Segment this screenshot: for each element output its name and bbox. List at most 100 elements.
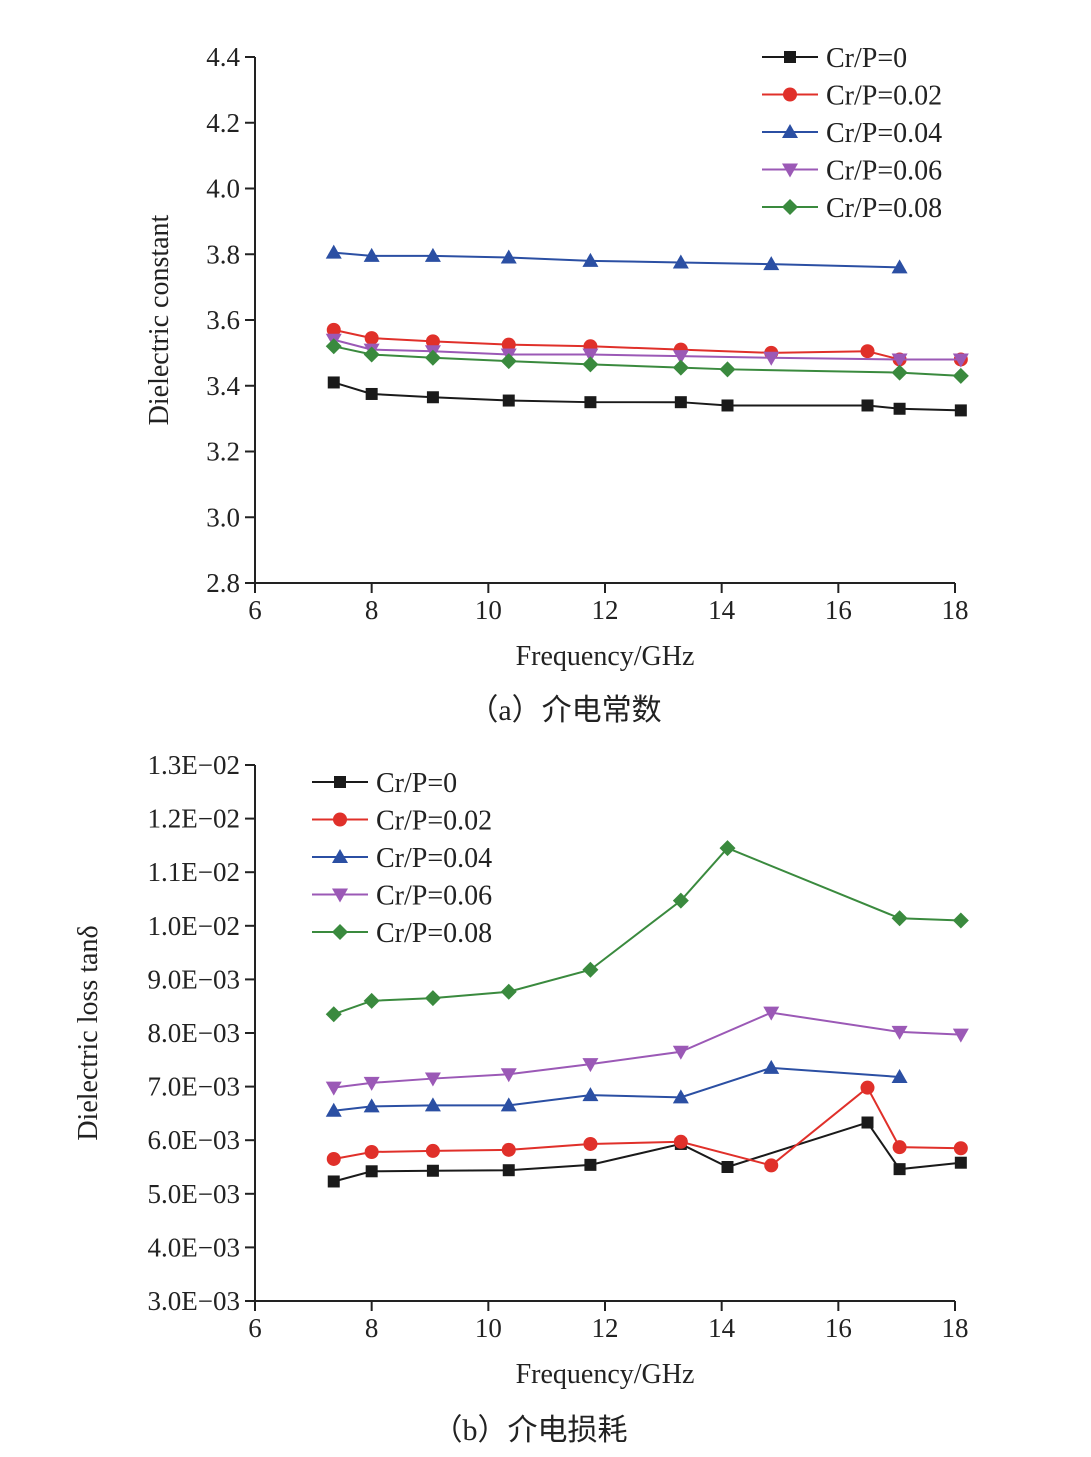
- chart-a: 2.8 3.0 3.2 3.4 3.6 3.8 4.0 4.2 4.4 6 8 10 12 14 16 18 F…: [144, 42, 969, 727]
- y-tick-label: 3.8: [206, 239, 240, 269]
- data-point: [500, 1068, 517, 1083]
- data-point: [500, 353, 517, 370]
- data-point: [426, 391, 439, 404]
- legend-item: Cr/P=0.08: [312, 918, 492, 949]
- series-line: [333, 1121, 961, 1183]
- data-point: [860, 344, 875, 359]
- x-tick-label: 16: [825, 595, 852, 625]
- data-point: [763, 351, 780, 366]
- x-tick-label: 18: [942, 595, 969, 625]
- x-tick-label: 8: [365, 595, 379, 625]
- y-tick-label: 3.6: [206, 305, 240, 335]
- data-point: [326, 322, 341, 337]
- y-tick-label: 4.0: [206, 174, 240, 204]
- data-point: [325, 1102, 342, 1117]
- data-point: [500, 1097, 517, 1112]
- legend-label: Cr/P=0: [826, 43, 907, 74]
- data-point: [674, 396, 687, 409]
- legend-item: Cr/P=0: [762, 43, 907, 74]
- data-point: [672, 892, 689, 909]
- data-point: [861, 1116, 874, 1129]
- x-tick-label: 14: [708, 595, 736, 625]
- y-tick-label: 2.8: [206, 568, 240, 598]
- legend-marker: [782, 124, 798, 138]
- y-tick-label: 4.2: [206, 108, 240, 138]
- data-point: [764, 1158, 779, 1173]
- x-tick-label: 6: [248, 595, 262, 625]
- legend-label: Cr/P=0.08: [826, 193, 942, 224]
- data-point: [860, 1080, 875, 1095]
- data-point: [326, 1151, 341, 1166]
- legend-label: Cr/P=0.02: [826, 81, 942, 112]
- data-point: [672, 1045, 689, 1060]
- data-point: [582, 348, 599, 363]
- data-point: [673, 1134, 688, 1149]
- y-tick-label: 6.0E−03: [148, 1125, 240, 1155]
- data-point: [582, 1058, 599, 1073]
- figure-caption: （b）介电损耗: [433, 1414, 628, 1447]
- legend-item: Cr/P=0.02: [312, 806, 492, 837]
- series-line: [333, 381, 961, 412]
- data-point: [719, 840, 736, 857]
- x-tick-label: 16: [825, 1313, 852, 1343]
- legend-label: Cr/P=0.04: [376, 843, 492, 874]
- data-point: [365, 387, 378, 400]
- data-point: [891, 1068, 908, 1083]
- legend-item: Cr/P=0.04: [762, 118, 942, 149]
- data-point: [424, 990, 441, 1007]
- data-point: [891, 259, 908, 274]
- x-axis-label: Frequency/GHz: [516, 1359, 695, 1390]
- data-point: [365, 1165, 378, 1178]
- data-point: [952, 367, 969, 384]
- legend-marker: [332, 888, 348, 903]
- data-point: [584, 396, 597, 409]
- data-point: [763, 256, 780, 271]
- data-point: [721, 399, 734, 412]
- series-Cr/P=0: [327, 376, 967, 417]
- series-line: [333, 1086, 961, 1167]
- legend-marker: [332, 924, 348, 940]
- series-Cr/P=0.08: [325, 338, 969, 384]
- series-line: [333, 1066, 900, 1112]
- data-point: [327, 376, 340, 389]
- y-tick-label: 5.0E−03: [148, 1179, 240, 1209]
- legend-item: Cr/P=0.06: [312, 881, 492, 912]
- legend-marker: [332, 849, 348, 863]
- y-tick-label: 8.0E−03: [148, 1018, 240, 1048]
- series-line: [333, 328, 961, 361]
- y-tick-label: 3.0: [206, 502, 240, 532]
- legend-item: Cr/P=0.04: [312, 843, 492, 874]
- series-Cr/P=0.04: [325, 1059, 908, 1117]
- data-point: [891, 910, 908, 927]
- legend-label: Cr/P=0.08: [376, 918, 492, 949]
- x-axis-label: Frequency/GHz: [516, 641, 695, 672]
- data-point: [363, 992, 380, 1009]
- data-point: [363, 1098, 380, 1113]
- legend: Cr/P=0 Cr/P=0.02 Cr/P=0.04 Cr/P=0.06 Cr/P=0.…: [312, 768, 492, 949]
- y-tick-label: 3.0E−03: [148, 1286, 240, 1316]
- series-Cr/P=0.08: [325, 840, 969, 1023]
- data-point: [583, 1136, 598, 1151]
- legend-label: Cr/P=0.06: [376, 881, 492, 912]
- legend-label: Cr/P=0.04: [826, 118, 942, 149]
- legend-label: Cr/P=0.06: [826, 156, 942, 187]
- series-Cr/P=0.02: [326, 1080, 968, 1173]
- legend-item: Cr/P=0.08: [762, 193, 942, 224]
- data-point: [952, 353, 969, 368]
- data-point: [424, 1097, 441, 1112]
- data-point: [893, 402, 906, 415]
- y-tick-label: 3.2: [206, 437, 240, 467]
- data-point: [763, 1006, 780, 1021]
- data-point: [584, 1158, 597, 1171]
- y-tick-label: 4.0E−03: [148, 1232, 240, 1262]
- legend-marker: [784, 51, 796, 63]
- series-Cr/P=0.06: [325, 1006, 969, 1096]
- y-tick-label: 1.3E−02: [148, 750, 240, 780]
- data-point: [763, 1059, 780, 1074]
- data-point: [892, 1140, 907, 1155]
- y-tick-label: 4.4: [206, 42, 240, 72]
- legend-item: Cr/P=0.02: [762, 81, 942, 112]
- data-point: [363, 247, 380, 262]
- legend-item: Cr/P=0.06: [762, 156, 942, 187]
